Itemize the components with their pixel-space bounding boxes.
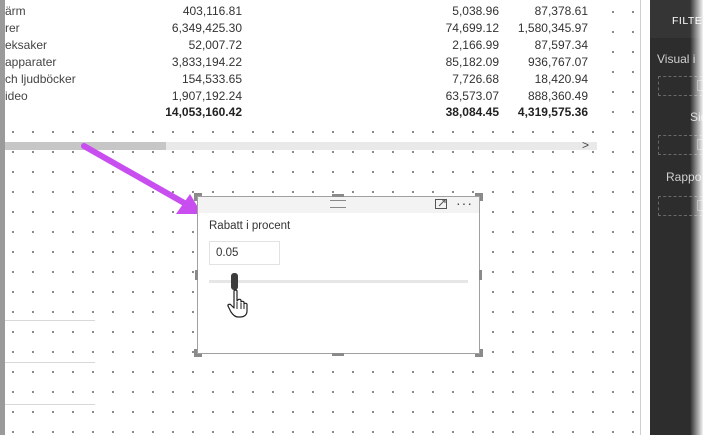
slicer-title: Rabatt i procent [209, 220, 291, 232]
table-visual[interactable]: ärm 403,116.81 5,038.96 87,378.61 rer 6,… [5, 0, 605, 122]
divider-line [5, 320, 95, 321]
resize-handle-top-right[interactable] [475, 193, 483, 196]
slider-track[interactable] [209, 280, 468, 283]
total-value-3: 4,319,575.36 [517, 105, 588, 119]
resize-handle-bottom-left-v[interactable] [194, 349, 197, 357]
hand-pointer-icon [227, 289, 248, 318]
resize-handle-top-left[interactable] [194, 193, 202, 196]
row-category: eksaker [5, 38, 48, 52]
row-category: ideo [5, 89, 28, 103]
row-value-1: 52,007.72 [188, 38, 242, 52]
row-value-1: 1,907,192.24 [171, 89, 242, 103]
resize-handle-bottom[interactable] [332, 353, 344, 356]
slider-thumb[interactable] [231, 273, 239, 290]
filters-pane[interactable]: FILTE Visual i Sid Rappo [650, 0, 703, 435]
row-value-2: 63,573.07 [445, 89, 499, 103]
scroll-right-arrow[interactable]: > [581, 138, 589, 152]
total-value-2: 38,084.45 [445, 105, 499, 119]
table-row: rer 6,349,425.30 74,699.12 1,580,345.97 [5, 21, 605, 38]
row-value-1: 6,349,425.30 [171, 21, 242, 35]
row-value-1: 3,833,194.22 [171, 55, 242, 69]
filter-drop-area[interactable] [658, 76, 703, 96]
row-value-1: 154,533.65 [181, 72, 242, 86]
focus-mode-icon[interactable] [434, 197, 448, 211]
resize-handle-bottom-right[interactable] [475, 354, 483, 357]
slicer-value-input[interactable]: 0.05 [209, 241, 280, 265]
resize-handle-bottom-right-v[interactable] [480, 349, 483, 357]
filter-section-report: Rappo [666, 170, 702, 184]
resize-handle-left[interactable] [195, 270, 198, 280]
row-value-2: 5,038.96 [452, 4, 499, 18]
filter-drop-area[interactable] [658, 196, 703, 216]
table-row: ärm 403,116.81 5,038.96 87,378.61 [5, 4, 605, 21]
more-options-icon[interactable]: ··· [456, 195, 473, 211]
row-value-2: 74,699.12 [445, 21, 499, 35]
row-category: apparater [5, 55, 57, 69]
slicer-visual[interactable]: ··· Rabatt i procent 0.05 [194, 193, 483, 357]
field-icon [697, 139, 703, 150]
divider-line [5, 404, 95, 405]
row-value-2: 2,166.99 [452, 38, 499, 52]
row-value-3: 18,420.94 [534, 72, 588, 86]
table-row: ch ljudböcker 154,533.65 7,726.68 18,420… [5, 72, 605, 89]
table-total-row: 14,053,160.42 38,084.45 4,319,575.36 [5, 105, 605, 122]
divider-line [5, 362, 95, 363]
row-value-3: 1,580,345.97 [517, 21, 588, 35]
resize-handle-top-right-v[interactable] [480, 193, 483, 201]
row-category: ärm [5, 4, 26, 18]
row-value-3: 87,597.34 [534, 38, 588, 52]
report-canvas[interactable]: ärm 403,116.81 5,038.96 87,378.61 rer 6,… [0, 0, 641, 435]
resize-handle-right[interactable] [479, 270, 482, 280]
table-row: ideo 1,907,192.24 63,573.07 888,360.49 [5, 89, 605, 106]
table-row: apparater 3,833,194.22 85,182.09 936,767… [5, 55, 605, 72]
resize-handle-top-left-v[interactable] [194, 193, 197, 201]
canvas-left-edge [0, 0, 5, 435]
table-row: eksaker 52,007.72 2,166.99 87,597.34 [5, 38, 605, 55]
annotation-arrow [81, 143, 202, 214]
total-value-1: 14,053,160.42 [165, 105, 242, 119]
filters-pane-title: FILTE [672, 15, 703, 27]
resize-handle-bottom-left[interactable] [194, 354, 202, 357]
resize-handle-top[interactable] [332, 194, 344, 197]
row-value-3: 87,378.61 [534, 4, 588, 18]
filter-section-page: Sid [690, 110, 703, 124]
filter-drop-area[interactable] [658, 135, 703, 155]
visual-header[interactable]: ··· [198, 195, 479, 213]
drag-grip-icon[interactable] [330, 200, 346, 208]
filters-pane-header[interactable]: FILTE [650, 0, 703, 38]
row-category: ch ljudböcker [5, 72, 76, 86]
field-icon [697, 200, 703, 211]
row-value-2: 85,182.09 [445, 55, 499, 69]
row-value-3: 888,360.49 [527, 89, 588, 103]
row-value-1: 403,116.81 [182, 4, 242, 18]
row-value-2: 7,726.68 [452, 72, 499, 86]
row-category: rer [5, 21, 20, 35]
filter-section-visual: Visual i [657, 52, 696, 66]
row-value-3: 936,767.07 [527, 55, 588, 69]
field-icon [697, 80, 703, 91]
